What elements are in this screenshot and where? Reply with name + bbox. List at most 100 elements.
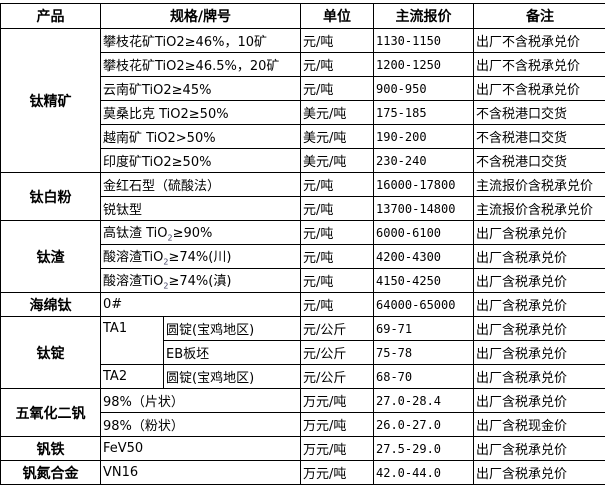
spec-text: 0# — [103, 297, 123, 312]
header-note: 备注 — [473, 3, 605, 29]
unit-cell: 元/吨 — [300, 28, 374, 53]
header-product: 产品 — [0, 3, 101, 29]
unit-cell: 元/吨 — [300, 76, 374, 101]
spec-subscript: 2 — [167, 233, 173, 243]
spec-text: 锐钛型 — [103, 203, 143, 218]
note-cell: 出厂不含税承兑价 — [473, 28, 605, 53]
table-row: 钛锭 TA1 圆锭(宝鸡地区) 元/公斤 69-71 出厂含税承兑价 — [0, 316, 605, 389]
product-cell: 海绵钛 — [0, 292, 101, 317]
unit-cell: 元/吨 — [300, 172, 374, 197]
header-row: 产品 规格/牌号 单位 主流报价 备注 — [0, 3, 605, 29]
spec-cell: 酸溶渣TiO2≥74%(滇) — [100, 268, 301, 293]
price-cell: 900-950 — [373, 76, 474, 101]
note-cell: 出厂含税承兑价 — [473, 268, 605, 293]
table-row: 钒铁 FeV50 万元/吨 27.5-29.0 出厂含税承兑价 — [0, 436, 605, 461]
unit-cell: 万元/吨 — [300, 460, 374, 485]
note-cell: 主流报价含税承兑价 — [473, 196, 605, 221]
unit-cell: 美元/吨 — [300, 148, 374, 173]
note-cell: 出厂含税承兑价 — [473, 316, 605, 341]
spec-cell: 攀枝花矿TiO2≥46.5%，20矿 — [100, 52, 301, 77]
header-price: 主流报价 — [373, 3, 474, 29]
unit-cell: 元/公斤 — [300, 340, 374, 365]
spec-text: 印度矿TiO2≥50% — [103, 155, 212, 170]
table-row: EB板坯 元/公斤 75-78 出厂含税承兑价 — [1, 340, 605, 365]
spec-text: 金红石型（硫酸法） — [103, 179, 221, 194]
price-cell: 1200-1250 — [373, 52, 474, 77]
price-cell: 69-71 — [373, 316, 474, 341]
table-row: 海绵钛 0# 元/吨 64000-65000 出厂含税承兑价 — [0, 292, 605, 317]
product-cell: 钛锭 — [0, 316, 101, 389]
price-cell: 75-78 — [373, 340, 474, 365]
header-spec: 规格/牌号 — [100, 3, 301, 29]
unit-cell: 元/吨 — [300, 52, 374, 77]
unit-cell: 元/吨 — [300, 220, 374, 245]
price-cell: 4150-4250 — [373, 268, 474, 293]
spec-cell: 锐钛型 — [100, 196, 301, 221]
price-cell: 4200-4300 — [373, 244, 474, 269]
spec-text: 酸溶渣TiO — [103, 250, 164, 266]
note-cell: 出厂含税承兑价 — [473, 460, 605, 485]
price-cell: 6000-6100 — [373, 220, 474, 245]
spec-cell: VN16 — [100, 460, 301, 485]
price-table: 产品 规格/牌号 单位 主流报价 备注 钛精矿 攀枝花矿TiO2≥46%，10矿元… — [0, 3, 605, 485]
note-cell: 出厂含税承兑价 — [473, 388, 605, 413]
note-cell: 出厂不含税承兑价 — [473, 52, 605, 77]
spec-cell: FeV50 — [100, 436, 301, 461]
grade-cell: TA2 — [100, 364, 164, 389]
spec-cell: 98%（片状） — [100, 388, 301, 413]
product-cell: 五氧化二钒 — [0, 388, 101, 437]
spec-subscript: 2 — [163, 257, 169, 267]
spec-text: 98%（片状） — [103, 395, 184, 410]
spec-text-suffix: ≥74%(滇) — [168, 274, 232, 290]
unit-cell: 万元/吨 — [300, 412, 374, 437]
note-cell: 不含税港口交货 — [473, 100, 605, 125]
note-cell: 出厂含税承兑价 — [473, 292, 605, 317]
unit-cell: 元/公斤 — [300, 364, 374, 389]
spec-cell: 金红石型（硫酸法） — [100, 172, 301, 197]
spec-text: 圆锭(宝鸡地区) — [166, 323, 255, 338]
price-cell: 230-240 — [373, 148, 474, 173]
spec-subscript: 2 — [163, 281, 169, 291]
unit-cell: 万元/吨 — [300, 388, 374, 413]
price-cell: 175-185 — [373, 100, 474, 125]
note-cell: 不含税港口交货 — [473, 148, 605, 173]
table-row: 钛渣 高钛渣 TiO2≥90% 元/吨 6000-6100 出厂含税承兑价 — [0, 220, 605, 293]
spec-text: 莫桑比克 TiO2≥50% — [103, 107, 229, 122]
note-cell: 出厂不含税承兑价 — [473, 76, 605, 101]
spec-text-suffix: ≥74%(川) — [168, 250, 232, 266]
product-cell: 钒氮合金 — [0, 460, 101, 485]
spec-cell: 圆锭(宝鸡地区) — [163, 364, 301, 389]
spec-text: FeV50 — [103, 441, 144, 456]
unit-cell: 元/吨 — [300, 244, 374, 269]
note-cell: 不含税港口交货 — [473, 124, 605, 149]
header-unit: 单位 — [300, 3, 374, 29]
note-cell: 出厂含税承兑价 — [473, 220, 605, 245]
note-cell: 出厂含税承兑价 — [473, 436, 605, 461]
spec-cell: 高钛渣 TiO2≥90% — [100, 220, 301, 245]
spec-text-suffix: ≥90% — [172, 226, 213, 242]
price-cell: 42.0-44.0 — [373, 460, 474, 485]
unit-cell: 元/吨 — [300, 196, 374, 221]
spec-cell: 越南矿 TiO2>50% — [100, 124, 301, 149]
note-cell: 出厂含税承兑价 — [473, 364, 605, 389]
spec-cell: 云南矿TiO2≥45% — [100, 76, 301, 101]
table-row: TA2 圆锭(宝鸡地区) 元/公斤 68-70 出厂含税承兑价 — [1, 364, 605, 389]
product-cell: 钛渣 — [0, 220, 101, 293]
spec-text: 98%（粉状） — [103, 419, 184, 434]
table-row: 钛白粉 金红石型（硫酸法） 元/吨 16000-17800 主流报价含税承兑价 — [0, 172, 605, 221]
unit-cell: 元/吨 — [300, 268, 374, 293]
spec-text: 攀枝花矿TiO2≥46.5%，20矿 — [103, 59, 280, 74]
product-cell: 钒铁 — [0, 436, 101, 461]
price-cell: 26.0-27.0 — [373, 412, 474, 437]
table-row: 印度矿TiO2≥50% 美元/吨 230-240 不含税港口交货 — [1, 148, 605, 173]
spec-text: EB板坯 — [166, 347, 210, 362]
price-cell: 64000-65000 — [373, 292, 474, 317]
table-row: 酸溶渣TiO2≥74%(滇) 元/吨 4150-4250 出厂含税承兑价 — [1, 268, 605, 293]
spec-text: 云南矿TiO2≥45% — [103, 83, 212, 98]
table-row: 酸溶渣TiO2≥74%(川) 元/吨 4200-4300 出厂含税承兑价 — [1, 244, 605, 269]
table-row: 越南矿 TiO2>50% 美元/吨 190-200 不含税港口交货 — [1, 124, 605, 149]
note-cell: 出厂含税现金价 — [473, 412, 605, 437]
product-cell: 钛白粉 — [0, 172, 101, 221]
price-cell: 16000-17800 — [373, 172, 474, 197]
unit-cell: 美元/吨 — [300, 100, 374, 125]
